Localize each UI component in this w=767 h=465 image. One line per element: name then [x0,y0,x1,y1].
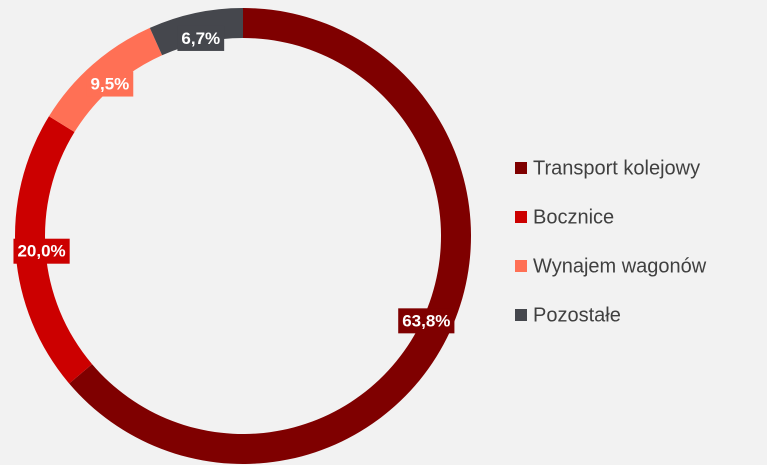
data-label: 9,5% [91,75,130,94]
legend-label: Bocznice [533,206,614,228]
data-label: 6,7% [181,29,220,48]
data-label-box [86,71,134,97]
data-label: 20,0% [17,242,65,261]
data-label-group: 63,8% [398,308,455,334]
data-label: 63,8% [402,311,450,330]
data-label-group: 6,7% [177,25,225,51]
legend-swatch [515,162,527,174]
donut-segment [15,116,93,384]
legend-label: Wynajem wagonów [533,255,707,277]
legend-label: Transport kolejowy [533,157,700,179]
legend-swatch [515,260,527,272]
data-label-group: 9,5% [86,71,134,97]
legend-label: Pozostałe [533,304,621,326]
data-label-group: 20,0% [13,238,70,264]
data-label-box [13,238,70,264]
data-label-box [177,25,225,51]
data-label-box [398,308,455,334]
legend-swatch [515,309,527,321]
legend-swatch [515,211,527,223]
donut-segment [69,8,471,464]
